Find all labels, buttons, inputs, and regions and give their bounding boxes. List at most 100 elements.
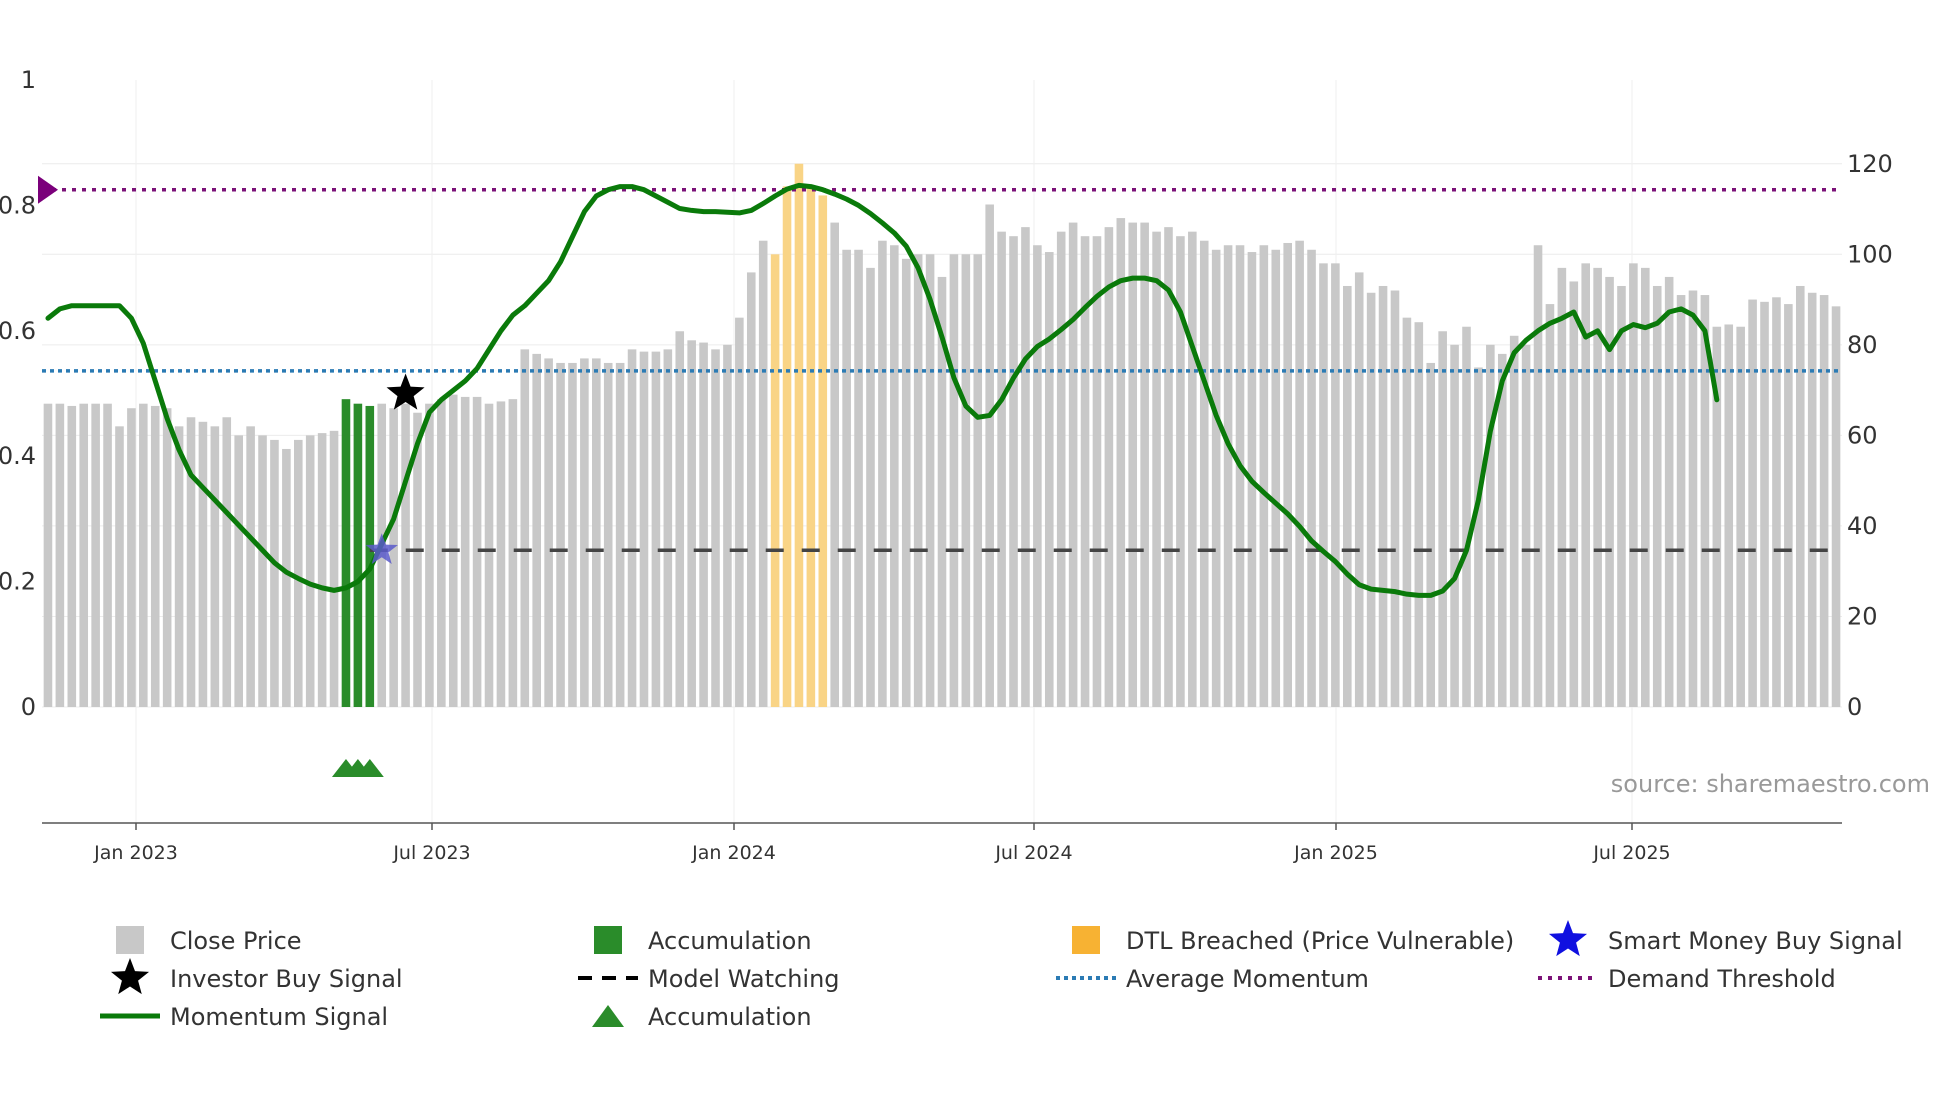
close-price-bar — [997, 231, 1006, 707]
legend-symbol-triangle — [592, 1005, 624, 1027]
close-price-bar — [544, 358, 553, 707]
legend-label: DTL Breached (Price Vulnerable) — [1126, 927, 1514, 955]
accumulation-bar — [341, 399, 351, 707]
close-price-bar — [1009, 236, 1018, 707]
close-price-bar — [1056, 231, 1066, 707]
close-price-bar — [1354, 272, 1364, 707]
close-price-bar — [1652, 285, 1662, 707]
x-axis-tick: Jan 2023 — [93, 842, 178, 864]
close-price-bar — [1295, 240, 1304, 707]
close-price-bar — [1259, 245, 1269, 708]
right-axis-tick: 120 — [1847, 150, 1893, 178]
left-axis-tick: 0.6 — [0, 317, 36, 345]
close-price-bar — [1736, 326, 1745, 707]
left-axis-tick: 0.8 — [0, 191, 36, 219]
close-price-bar — [282, 448, 291, 707]
close-price-bar — [1831, 306, 1841, 707]
left-axis-tick: 0.2 — [0, 568, 36, 596]
close-price-bar — [520, 349, 530, 707]
close-price-bar — [878, 240, 887, 707]
close-price-bar — [1414, 322, 1424, 707]
close-price-bar — [1497, 353, 1507, 707]
close-price-bar — [186, 417, 196, 707]
close-price-bar — [723, 344, 732, 707]
reference-lines — [38, 175, 1842, 552]
right-axis-tick: 100 — [1847, 240, 1893, 268]
close-price-bar — [735, 317, 744, 707]
right-axis-tick: 60 — [1847, 421, 1878, 449]
x-axis-tick: Jan 2025 — [1293, 842, 1378, 864]
x-axis-tick: Jul 2023 — [392, 842, 470, 864]
legend-label: Model Watching — [648, 965, 840, 993]
momentum-signal-path — [45, 182, 1720, 598]
close-price-bar — [1068, 222, 1078, 707]
close-price-bar — [1033, 245, 1042, 708]
close-price-bar — [55, 403, 65, 707]
close-price-bar — [1319, 263, 1328, 707]
close-price-bar — [1390, 290, 1400, 707]
close-price-bar — [1664, 276, 1674, 707]
close-price-bar — [1629, 263, 1638, 707]
close-price-bar — [1795, 285, 1805, 707]
close-price-bar — [496, 401, 506, 707]
close-price-bar — [401, 403, 410, 707]
close-price-bar — [1474, 367, 1483, 707]
dtl-breached-bar — [806, 186, 816, 707]
close-price-bar — [198, 421, 208, 707]
close-price-bar — [1462, 326, 1471, 707]
close-price-bar — [627, 349, 637, 707]
close-price-bar — [174, 426, 184, 707]
close-price-bar — [1116, 218, 1126, 707]
x-axis-tick: Jul 2024 — [994, 842, 1072, 864]
demand-threshold-marker — [38, 175, 58, 204]
legend-label: Average Momentum — [1126, 965, 1369, 993]
close-price-bar — [1438, 331, 1447, 707]
left-axis-tick: 1 — [21, 66, 36, 94]
close-price-bar — [1593, 267, 1602, 707]
close-price-bar — [556, 362, 565, 707]
accumulation-bar — [365, 405, 375, 707]
close-price-bar — [460, 396, 470, 707]
close-price-bar — [699, 342, 708, 707]
close-price-bar — [1021, 227, 1030, 707]
legend-symbol-star — [1548, 920, 1588, 957]
close-price-bar — [1807, 292, 1817, 707]
close-price-bar — [1486, 344, 1495, 707]
close-price-bar — [1617, 285, 1626, 707]
close-price-bar — [639, 351, 649, 707]
close-price-bar — [937, 276, 947, 707]
x-axis-tick: Jan 2024 — [691, 842, 776, 864]
close-price-bar — [1283, 242, 1292, 707]
close-price-bar — [1533, 245, 1543, 708]
smart-money-buy-signal-star — [365, 533, 398, 564]
close-price-bar — [305, 435, 315, 707]
close-price-bar — [1378, 285, 1388, 707]
close-price-bar — [234, 435, 243, 707]
right-axis-tick: 20 — [1847, 602, 1878, 630]
close-price-bar — [1819, 295, 1829, 707]
close-price-bar — [67, 405, 77, 707]
close-price-bar — [317, 433, 327, 707]
dtl-breached-bar — [770, 254, 780, 708]
close-price-bar — [1092, 236, 1102, 707]
legend-label: Accumulation — [648, 1003, 812, 1031]
close-price-bar — [508, 399, 518, 707]
close-price-bar — [1104, 227, 1114, 707]
close-price-bar — [1211, 249, 1221, 707]
left-axis-tick: 0.4 — [0, 442, 36, 470]
legend-label: Momentum Signal — [170, 1003, 388, 1031]
close-price-bar — [746, 272, 756, 707]
momentum-signal-line — [45, 182, 1720, 598]
close-price-bar — [1140, 222, 1149, 707]
dtl-breached-bar — [818, 195, 828, 707]
close-price-bar — [1402, 317, 1412, 707]
close-price-bar — [484, 403, 494, 707]
close-price-bar — [603, 362, 613, 707]
close-price-bar — [127, 408, 136, 707]
close-price-bar — [592, 358, 601, 707]
close-price-bar — [1271, 249, 1281, 707]
close-price-bar — [79, 403, 89, 707]
close-price-bar — [711, 349, 720, 707]
close-price-bar — [437, 399, 446, 707]
